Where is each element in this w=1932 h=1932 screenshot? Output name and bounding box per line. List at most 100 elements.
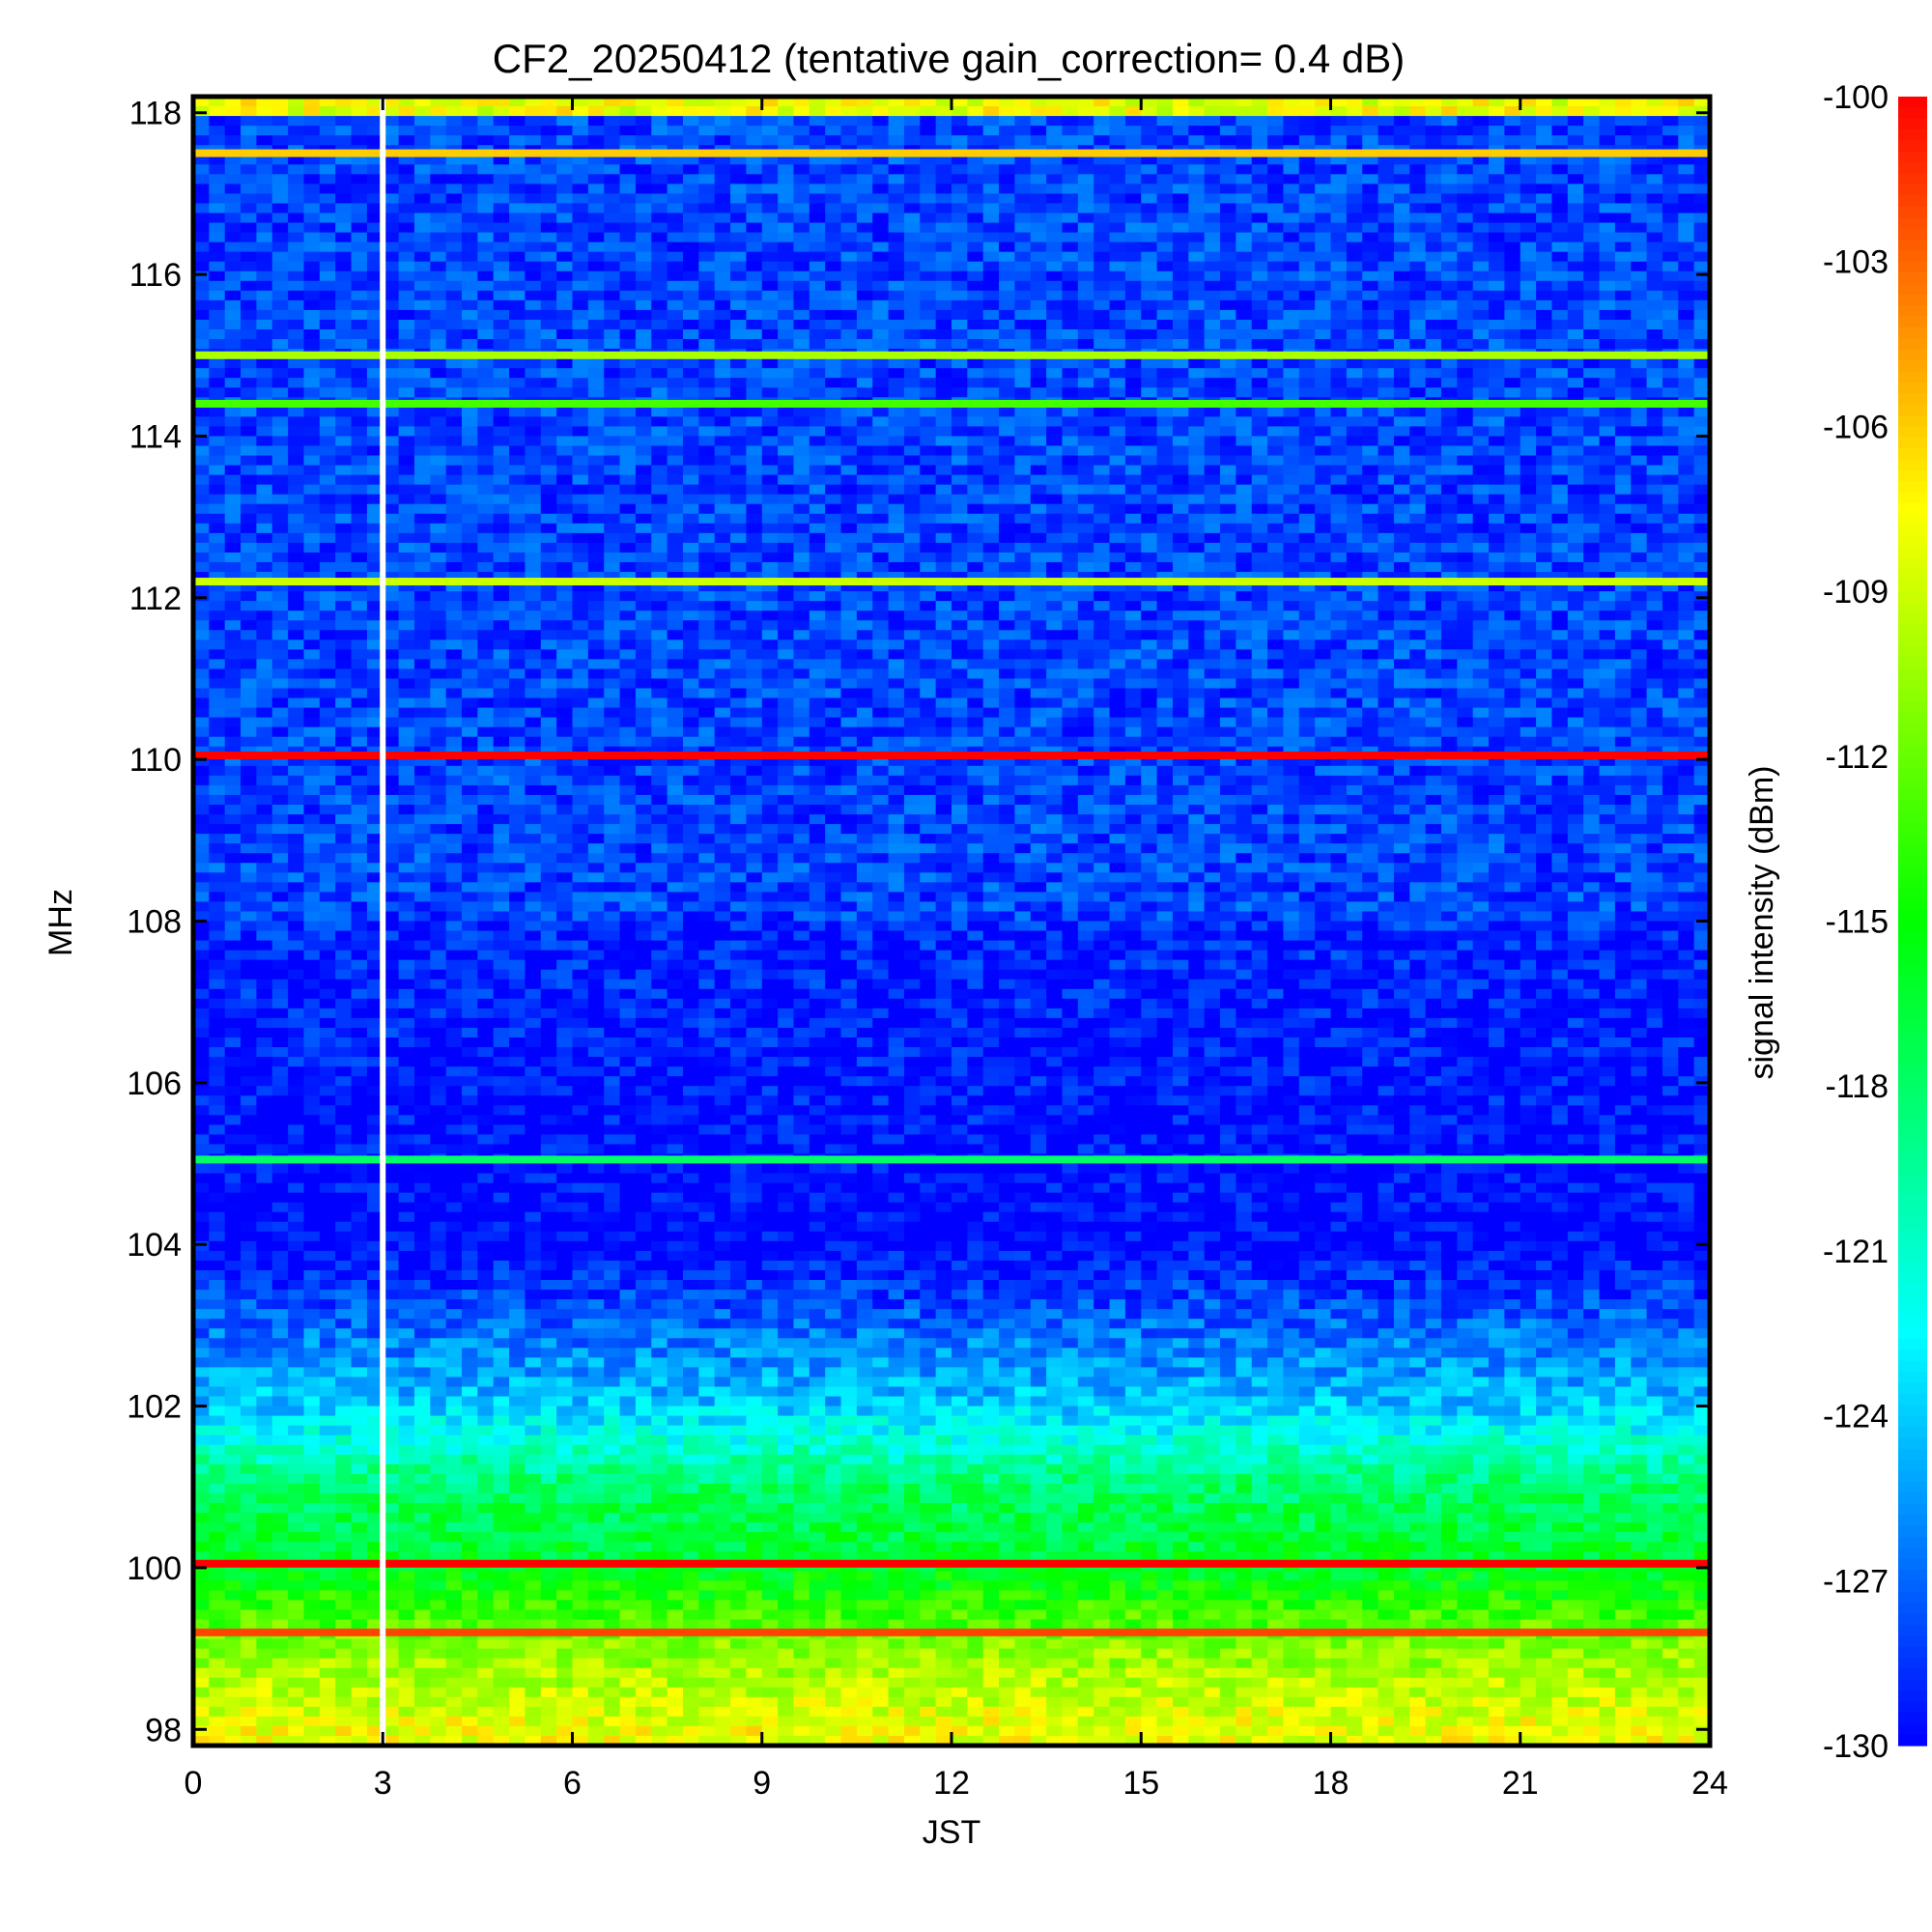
heatmap-cell [241,552,258,563]
heatmap-cell [193,561,210,573]
heatmap-cell [1631,270,1648,282]
heatmap-cell [761,426,779,438]
heatmap-cell [1520,523,1537,534]
heatmap-cell [920,135,937,146]
heatmap-cell [319,572,336,582]
heatmap-cell [1599,251,1616,263]
heatmap-cell [335,290,353,301]
heatmap-cell [1077,532,1094,544]
heatmap-cell [1315,582,1332,592]
heatmap-cell [1220,193,1236,205]
heatmap-cell [651,213,668,224]
heatmap-cell [1267,368,1285,379]
heatmap-cell [793,290,810,301]
heatmap-cell [413,97,431,107]
heatmap-cell [1315,164,1332,175]
heatmap-cell [935,135,952,146]
heatmap-cell [1440,532,1458,544]
heatmap-cell [761,261,779,272]
heatmap-cell [1567,387,1584,398]
heatmap-cell [1077,436,1094,447]
heatmap-cell [1077,465,1094,476]
heatmap-cell [1236,368,1253,379]
heatmap-cell [619,309,637,321]
heatmap-cell [477,106,495,117]
heatmap-cell [525,582,542,592]
heatmap-cell [698,299,716,311]
heatmap-cell [1330,416,1348,427]
heatmap-cell [1251,407,1268,417]
heatmap-cell [1094,426,1111,438]
heatmap-cell [1362,97,1379,107]
heatmap-cell [920,416,937,427]
heatmap-cell [1425,368,1442,379]
heatmap-cell [1046,426,1064,438]
heatmap-cell [1188,106,1206,117]
heatmap-cell [1014,368,1032,379]
heatmap-cell [888,174,905,185]
heatmap-cell [1330,513,1348,525]
heatmap-cell [493,513,510,525]
heatmap-cell [1251,106,1268,117]
heatmap-cell [351,261,368,272]
heatmap-cell [793,299,810,311]
heatmap-cell [1599,561,1616,573]
heatmap-cell [525,328,542,340]
heatmap-cell [825,251,842,263]
heatmap-cell [698,97,716,107]
heatmap-cell [1536,416,1553,427]
heatmap-cell [778,106,795,117]
heatmap-cell [1251,582,1268,592]
heatmap-cell [209,503,226,515]
heatmap-cell [888,319,905,330]
heatmap-cell [1330,465,1348,476]
heatmap-cell [1362,328,1379,340]
heatmap-cell [366,97,384,107]
heatmap-cell [967,407,984,417]
heatmap-cell [383,561,400,573]
heatmap-cell [351,270,368,282]
heatmap-cell [952,503,968,515]
heatmap-cell [256,436,273,447]
heatmap-cell [809,532,826,544]
heatmap-cell [730,261,747,272]
heatmap-cell [1251,299,1268,311]
heatmap-cell [540,232,557,243]
heatmap-cell [999,542,1016,554]
heatmap-cell [366,251,384,263]
heatmap-cell [1583,484,1601,496]
heatmap-cell [840,126,858,136]
heatmap-cell [746,503,763,515]
heatmap-cell [493,445,510,457]
heatmap-cell [319,339,336,350]
heatmap-cell [224,222,242,234]
heatmap-cell [1378,135,1395,146]
heatmap-cell [477,232,495,243]
heatmap-cell [920,339,937,350]
heatmap-cell [840,135,858,146]
heatmap-cell [1646,203,1663,214]
heatmap-cell [1393,135,1410,146]
heatmap-cell [1362,232,1379,243]
heatmap-cell [1315,126,1332,136]
heatmap-cell [825,591,842,602]
heatmap-cell [809,299,826,311]
heatmap-cell [271,494,289,505]
heatmap-cell [1536,561,1553,573]
heatmap-cell [714,455,731,467]
heatmap-cell [1425,358,1442,369]
heatmap-cell [604,387,621,398]
heatmap-cell [1440,97,1458,107]
heatmap-cell [1362,561,1379,573]
heatmap-cell [319,203,336,214]
heatmap-cell [1283,542,1300,554]
heatmap-cell [872,494,890,505]
heatmap-cell [761,299,779,311]
heatmap-cell [1362,280,1379,292]
heatmap-cell [1188,503,1206,515]
heatmap-cell [525,126,542,136]
heatmap-cell [635,572,652,582]
heatmap-cell [1094,503,1111,515]
heatmap-cell [730,582,747,592]
heatmap-cell [651,184,668,195]
